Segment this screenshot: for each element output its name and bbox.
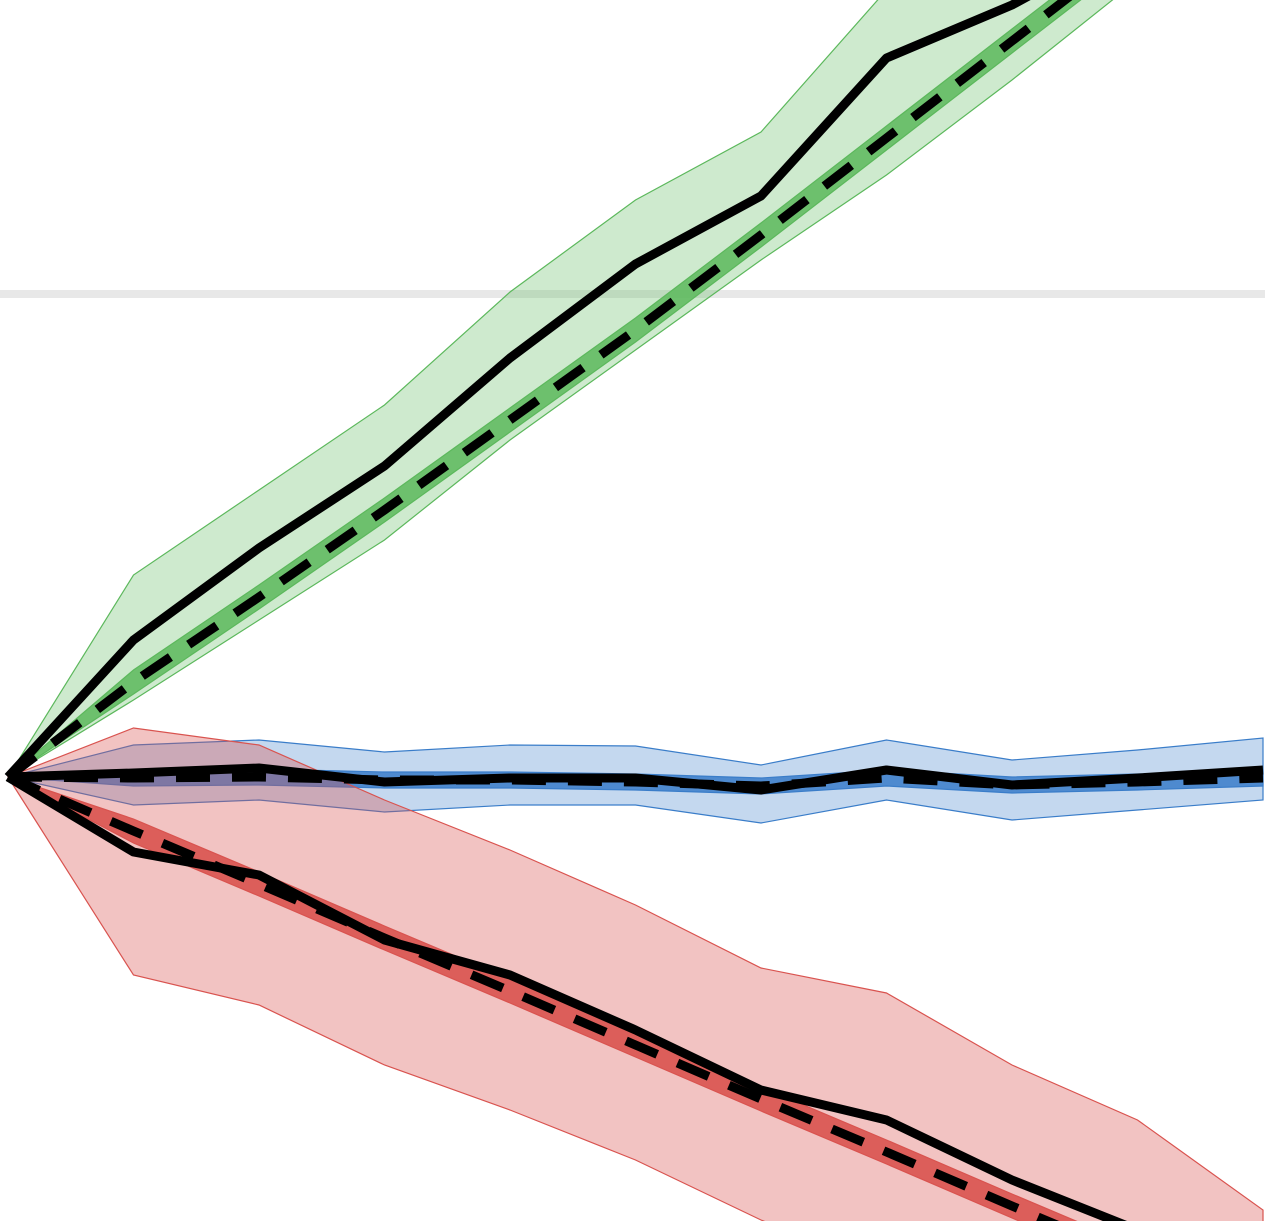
dashed-line xyxy=(6,772,1060,1221)
dashed-line xyxy=(7,772,1264,791)
dashed-line xyxy=(5,0,1073,781)
lines xyxy=(4,0,1264,1221)
confidence-band xyxy=(7,0,1082,778)
confidence-band xyxy=(7,0,1114,778)
bands xyxy=(7,0,1264,1221)
solid-line xyxy=(4,0,1031,781)
confidence-band xyxy=(7,727,1264,1221)
